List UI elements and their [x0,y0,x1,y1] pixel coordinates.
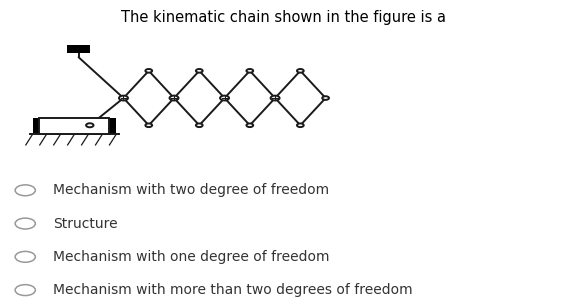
Bar [39,118,109,134]
Circle shape [196,69,202,73]
Circle shape [297,124,304,127]
Circle shape [86,123,94,127]
Text: Structure: Structure [53,217,118,231]
Text: Mechanism with one degree of freedom: Mechanism with one degree of freedom [53,250,330,264]
Circle shape [170,95,179,100]
Circle shape [145,124,152,127]
Circle shape [15,285,35,296]
Circle shape [119,95,128,100]
Text: Mechanism with two degree of freedom: Mechanism with two degree of freedom [53,183,329,197]
Circle shape [145,69,152,73]
Circle shape [297,69,304,73]
Bar [109,118,116,134]
Text: The kinematic chain shown in the figure is a: The kinematic chain shown in the figure … [121,10,446,25]
Circle shape [247,69,253,73]
Circle shape [15,185,35,196]
Circle shape [220,95,229,100]
Circle shape [270,95,280,100]
Circle shape [15,251,35,262]
Circle shape [196,124,202,127]
Bar [67,45,90,53]
Circle shape [15,218,35,229]
Circle shape [322,96,329,100]
Bar [32,118,39,134]
Circle shape [247,124,253,127]
Text: Mechanism with more than two degrees of freedom: Mechanism with more than two degrees of … [53,283,413,297]
